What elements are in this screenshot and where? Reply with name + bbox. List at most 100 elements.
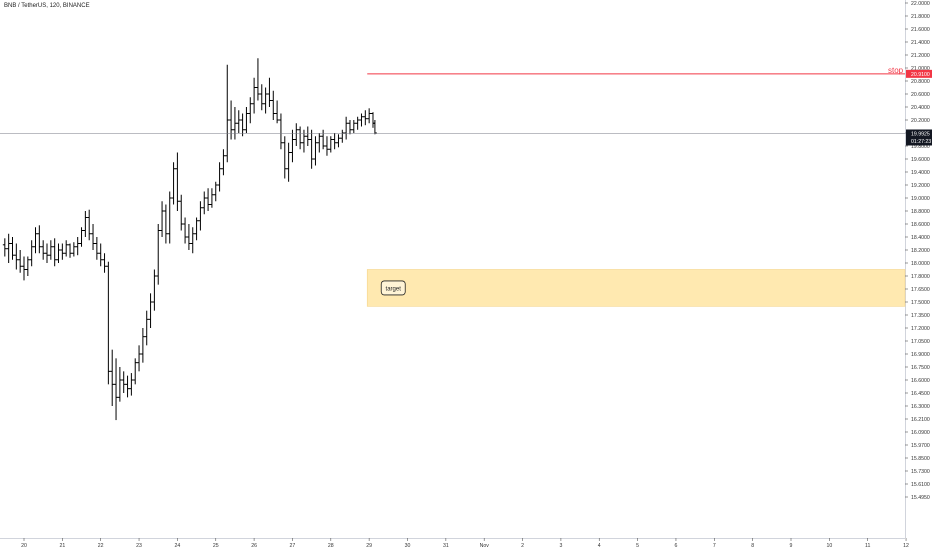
stop-price-tag <box>906 69 932 78</box>
ohlc-bar <box>213 181 218 202</box>
ohlc-bar <box>10 237 15 260</box>
y-tick-label: 15.7300 <box>911 469 930 475</box>
ohlc-bar <box>94 237 99 260</box>
x-tick-label: 2 <box>521 543 524 549</box>
y-tick-label: 16.4500 <box>911 391 930 397</box>
y-tick-label: 16.6000 <box>911 378 930 384</box>
ohlc-bar <box>117 367 122 402</box>
stop-label: stop <box>888 66 904 75</box>
x-tick-label: 26 <box>251 543 257 549</box>
ohlc-bar <box>267 77 272 107</box>
y-tick-label: 17.5000 <box>911 300 930 306</box>
ohlc-bar <box>83 211 88 237</box>
ohlc-bar <box>347 120 352 135</box>
y-tick-label: 19.6000 <box>911 157 930 163</box>
ohlc-bar <box>367 108 372 124</box>
x-tick-label: 12 <box>903 543 909 549</box>
ohlc-bar <box>133 358 138 385</box>
ohlc-bar <box>229 100 234 140</box>
y-tick-label: 18.0000 <box>911 261 930 267</box>
target-label-box <box>380 280 406 296</box>
target-zone <box>366 269 906 307</box>
y-tick-label: 20.2000 <box>911 118 930 124</box>
ohlc-bar <box>186 224 191 250</box>
y-tick-label: 22.0000 <box>911 1 930 7</box>
ohlc-bar <box>167 191 172 244</box>
last-price-label: 19.9925 <box>911 131 930 137</box>
ohlc-bar <box>206 188 211 211</box>
ohlc-bar <box>225 64 230 163</box>
x-tick-label: 31 <box>443 543 449 549</box>
ohlc-bar <box>321 129 326 150</box>
ohlc-bar <box>282 136 287 179</box>
ohlc-bar <box>317 133 322 153</box>
ohlc-bar <box>309 129 314 169</box>
ohlc-bar <box>98 243 103 267</box>
ohlc-bar <box>351 120 356 133</box>
ohlc-bar <box>252 77 257 114</box>
ohlc-bar <box>110 349 115 406</box>
ohlc-bar <box>255 58 260 101</box>
x-tick-label: 25 <box>213 543 219 549</box>
ohlc-bar <box>25 256 30 276</box>
ohlc-bar <box>271 90 276 120</box>
ohlc-bar <box>344 116 349 140</box>
ohlc-bar <box>340 129 345 143</box>
ohlc-bar <box>336 134 341 148</box>
y-tick-label: 18.6000 <box>911 222 930 228</box>
ohlc-bar <box>106 261 111 385</box>
ohlc-bar <box>370 112 375 128</box>
ohlc-bar <box>244 107 249 133</box>
ohlc-bar <box>156 224 161 285</box>
ohlc-bar <box>359 113 364 127</box>
y-tick-label: 15.6100 <box>911 482 930 488</box>
ohlc-bar <box>183 217 188 244</box>
ohlc-bar <box>114 358 119 421</box>
ohlc-bar <box>278 113 283 150</box>
y-tick-label: 16.7500 <box>911 365 930 371</box>
symbol-info: BNB / TetherUS, 120, BINANCE <box>4 3 90 9</box>
ohlc-bar <box>60 243 65 260</box>
x-tick-label: 27 <box>290 543 296 549</box>
ohlc-bar <box>87 209 92 241</box>
y-tick-label: 21.8000 <box>911 14 930 20</box>
ohlc-bar <box>294 123 299 146</box>
ohlc-bar <box>236 110 241 133</box>
ohlc-bar <box>18 250 23 273</box>
ohlc-bar <box>175 152 180 211</box>
x-tick-label: 22 <box>98 543 104 549</box>
y-tick-label: 19.4000 <box>911 170 930 176</box>
y-tick-label: 21.2000 <box>911 53 930 59</box>
ohlc-bar <box>14 243 19 270</box>
y-tick-label: 17.2000 <box>911 326 930 332</box>
x-tick-label: 28 <box>328 543 334 549</box>
y-tick-label: 17.0500 <box>911 339 930 345</box>
x-tick-label: 20 <box>21 543 27 549</box>
x-tick-label: 30 <box>405 543 411 549</box>
ohlc-bar <box>160 201 165 237</box>
ohlc-bar <box>71 242 76 257</box>
ohlc-bar <box>129 373 134 396</box>
ohlc-bar <box>194 217 199 241</box>
y-tick-label: 18.8000 <box>911 209 930 215</box>
y-tick-label: 18.4000 <box>911 235 930 241</box>
y-tick-label: 15.9700 <box>911 443 930 449</box>
ohlc-bar <box>102 253 107 273</box>
countdown-label: 01:27:23 <box>911 139 931 145</box>
ohlc-bar <box>37 225 42 254</box>
x-tick-label: 3 <box>559 543 562 549</box>
y-tick-label: 17.6500 <box>911 287 930 293</box>
ohlc-bar <box>45 243 50 263</box>
x-tick-label: 8 <box>751 543 754 549</box>
ohlc-bar <box>301 129 306 153</box>
y-tick-label: 19.0000 <box>911 196 930 202</box>
ohlc-bar <box>75 237 80 256</box>
x-tick-label: 24 <box>175 543 181 549</box>
ohlc-bar <box>209 188 214 208</box>
ohlc-bar <box>313 136 318 166</box>
ohlc-bar <box>305 126 310 146</box>
x-tick-label: 4 <box>598 543 601 549</box>
ohlc-bar <box>275 100 280 124</box>
ohlc-bar <box>248 97 253 124</box>
